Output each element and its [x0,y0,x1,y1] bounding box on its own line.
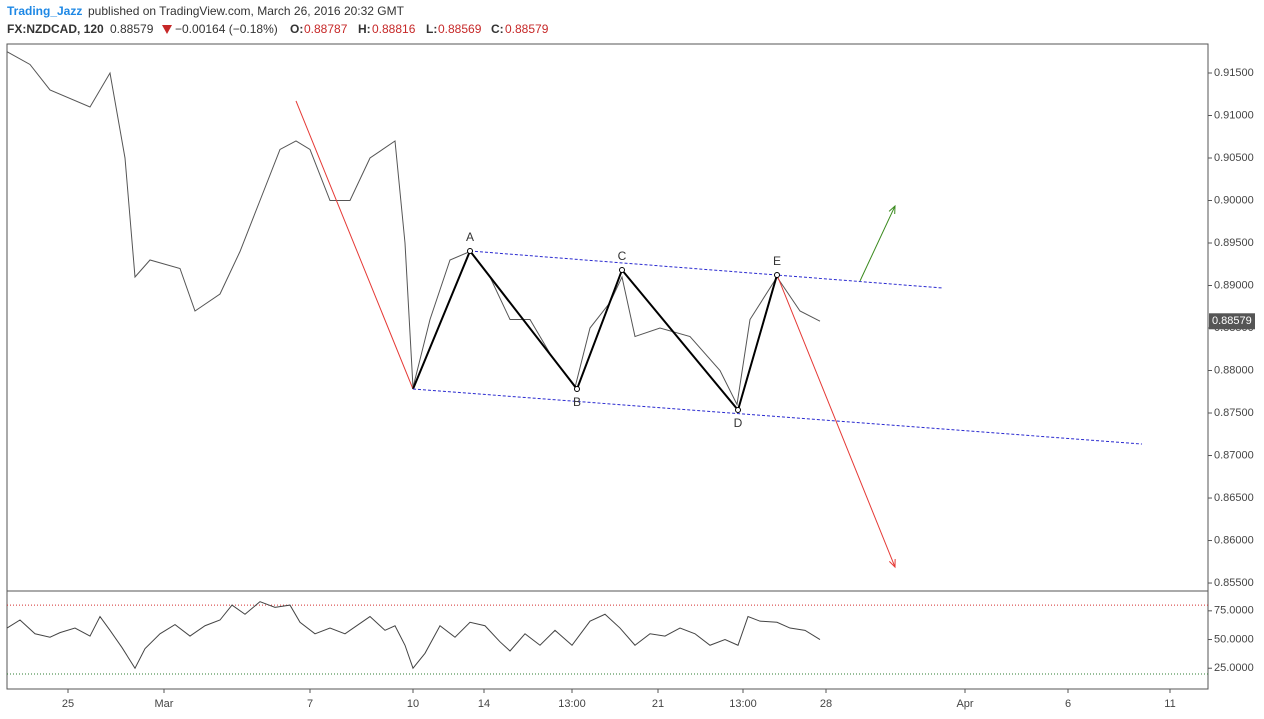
y-tick-label: 0.91000 [1214,109,1254,121]
x-tick-label: Mar [155,698,174,710]
arrow-head [888,204,896,215]
wave-point [774,271,780,278]
symbol: FX:NZDCAD, 120 [7,22,104,36]
low: 0.88569 [438,22,482,36]
wave-label: A [466,230,474,244]
open: 0.88787 [304,22,348,36]
wave-label: D [734,416,743,430]
y-tick-label: 0.86000 [1214,534,1254,546]
y-tick-label: 0.91500 [1214,67,1254,79]
y-tick-label: 0.88000 [1214,364,1254,376]
wave-point [735,407,741,414]
last-price: 0.88579 [110,22,154,36]
close-label: C: [491,22,504,36]
wave-point [467,247,473,254]
x-tick-label: 13:00 [558,698,586,710]
publish-info: published on TradingView.com, March 26, … [88,4,405,18]
y-tick-label: 0.89500 [1214,237,1254,249]
author-link[interactable]: Trading_Jazz [7,4,82,18]
x-tick-label: 13:00 [729,698,757,710]
wave-label: C [618,249,627,263]
last-price-tag [1209,313,1255,330]
last-price-label: 0.88579 [1212,315,1252,327]
x-tick-label: 10 [407,698,419,710]
y-tick-label: 0.87000 [1214,449,1254,461]
wave-point [619,267,625,274]
high: 0.88816 [372,22,416,36]
wave-label: B [573,395,581,409]
wave-label: E [773,254,781,268]
x-tick-label: 6 [1065,698,1071,710]
y-tick-label: 0.90000 [1214,194,1254,206]
x-tick-label: 11 [1164,698,1175,710]
drawing [469,250,943,289]
drawing [295,100,414,390]
y-tick-label: 0.86500 [1214,492,1254,504]
drawing [412,388,1143,445]
y-tick-label: 0.90500 [1214,152,1254,164]
chart-frame [6,43,1209,690]
arrow-head [888,559,896,569]
y-tick-label: 25.0000 [1214,662,1254,674]
drawing [859,205,896,282]
y-tick-label: 0.87500 [1214,407,1254,419]
x-tick-label: 21 [652,698,664,710]
low-label: L: [426,22,437,36]
x-tick-label: 14 [478,698,490,710]
open-label: O: [290,22,303,36]
drawing [776,274,896,568]
y-tick-label: 0.85500 [1214,577,1254,589]
price-line [6,601,821,670]
y-tick-label: 75.0000 [1214,605,1254,617]
y-tick-label: 0.89000 [1214,279,1254,291]
x-tick-label: Apr [956,698,973,710]
x-tick-label: 25 [62,698,74,710]
down-arrow [162,25,172,34]
drawing [412,249,778,413]
wave-point [574,386,580,393]
close: 0.88579 [505,22,549,36]
y-tick-label: 50.0000 [1214,633,1254,645]
change: −0.00164 (−0.18%) [175,22,278,36]
x-tick-label: 7 [307,698,313,710]
price-line [6,51,821,407]
x-tick-label: 28 [820,698,832,710]
high-label: H: [358,22,371,36]
